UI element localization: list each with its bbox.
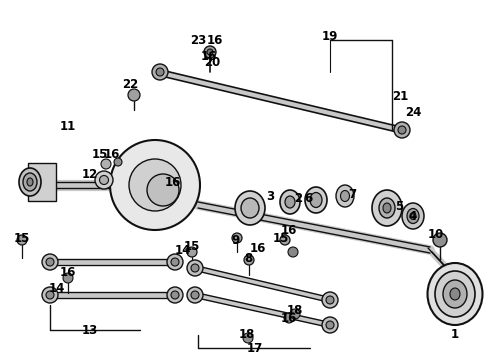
Text: 16: 16 [281, 224, 297, 237]
Ellipse shape [326, 321, 334, 329]
Circle shape [232, 233, 242, 243]
Text: 18: 18 [239, 328, 255, 342]
Ellipse shape [19, 168, 41, 196]
Ellipse shape [187, 287, 203, 303]
Text: 16: 16 [104, 148, 120, 162]
Text: 15: 15 [184, 239, 200, 252]
Ellipse shape [341, 190, 349, 202]
Ellipse shape [191, 291, 199, 299]
Text: 10: 10 [428, 228, 444, 240]
Text: 6: 6 [304, 192, 312, 204]
Text: 16: 16 [201, 49, 217, 63]
Ellipse shape [407, 208, 419, 224]
Circle shape [244, 255, 254, 265]
Circle shape [284, 313, 294, 323]
Text: 11: 11 [60, 120, 76, 132]
Ellipse shape [42, 287, 58, 303]
Text: 3: 3 [266, 189, 274, 202]
Ellipse shape [46, 291, 54, 299]
Text: 17: 17 [247, 342, 263, 355]
Ellipse shape [46, 258, 54, 266]
Circle shape [63, 273, 73, 283]
Circle shape [280, 235, 290, 245]
Ellipse shape [383, 203, 391, 213]
Text: 23: 23 [190, 33, 206, 46]
Ellipse shape [450, 288, 460, 300]
Text: 15: 15 [273, 231, 289, 244]
Circle shape [288, 247, 298, 257]
Text: 20: 20 [204, 55, 220, 68]
Text: 16: 16 [60, 266, 76, 279]
Ellipse shape [147, 174, 179, 206]
Ellipse shape [99, 175, 108, 184]
Text: 12: 12 [82, 168, 98, 181]
Circle shape [398, 126, 406, 134]
Circle shape [17, 235, 27, 245]
Text: 8: 8 [244, 252, 252, 265]
Ellipse shape [310, 193, 322, 207]
Ellipse shape [191, 264, 199, 272]
Ellipse shape [171, 291, 179, 299]
Ellipse shape [241, 198, 259, 218]
Text: 21: 21 [392, 90, 408, 104]
Ellipse shape [336, 185, 354, 207]
Text: 24: 24 [405, 105, 421, 118]
Ellipse shape [322, 292, 338, 308]
Circle shape [128, 89, 140, 101]
Ellipse shape [171, 258, 179, 266]
Ellipse shape [305, 187, 327, 213]
Text: 18: 18 [287, 303, 303, 316]
Ellipse shape [285, 196, 295, 208]
Text: 16: 16 [281, 311, 297, 324]
Ellipse shape [129, 159, 181, 211]
Ellipse shape [167, 254, 183, 270]
Ellipse shape [280, 190, 300, 214]
Text: 15: 15 [14, 231, 30, 244]
Text: 1: 1 [451, 328, 459, 342]
Ellipse shape [27, 178, 33, 186]
Text: 9: 9 [231, 234, 239, 247]
Ellipse shape [372, 190, 402, 226]
Text: 22: 22 [122, 77, 138, 90]
Text: 2: 2 [294, 192, 302, 204]
Text: 7: 7 [348, 188, 356, 201]
Text: 15: 15 [92, 148, 108, 162]
Ellipse shape [42, 254, 58, 270]
Ellipse shape [322, 317, 338, 333]
Ellipse shape [427, 263, 483, 325]
Circle shape [433, 233, 447, 247]
Text: 14: 14 [175, 243, 191, 256]
Text: 16: 16 [207, 33, 223, 46]
Circle shape [207, 49, 213, 55]
Circle shape [187, 247, 197, 257]
Ellipse shape [379, 198, 395, 218]
Text: 4: 4 [409, 210, 417, 222]
Ellipse shape [110, 140, 200, 230]
Circle shape [243, 333, 253, 343]
Text: 5: 5 [395, 199, 403, 212]
Ellipse shape [326, 296, 334, 304]
Ellipse shape [95, 171, 113, 189]
Circle shape [394, 122, 410, 138]
Circle shape [204, 46, 216, 58]
Ellipse shape [443, 280, 467, 308]
Ellipse shape [435, 271, 475, 317]
Ellipse shape [235, 191, 265, 225]
Ellipse shape [187, 260, 203, 276]
Ellipse shape [167, 287, 183, 303]
Ellipse shape [410, 212, 416, 220]
Circle shape [114, 158, 122, 166]
Text: 19: 19 [322, 30, 338, 42]
Text: 13: 13 [82, 324, 98, 337]
Ellipse shape [23, 173, 37, 191]
Circle shape [152, 64, 168, 80]
Circle shape [156, 68, 164, 76]
Circle shape [101, 159, 111, 169]
Bar [28, 163, 56, 201]
Text: 16: 16 [165, 175, 181, 189]
Circle shape [290, 309, 300, 319]
Text: 14: 14 [49, 282, 65, 294]
Ellipse shape [402, 203, 424, 229]
Text: 16: 16 [250, 242, 266, 255]
